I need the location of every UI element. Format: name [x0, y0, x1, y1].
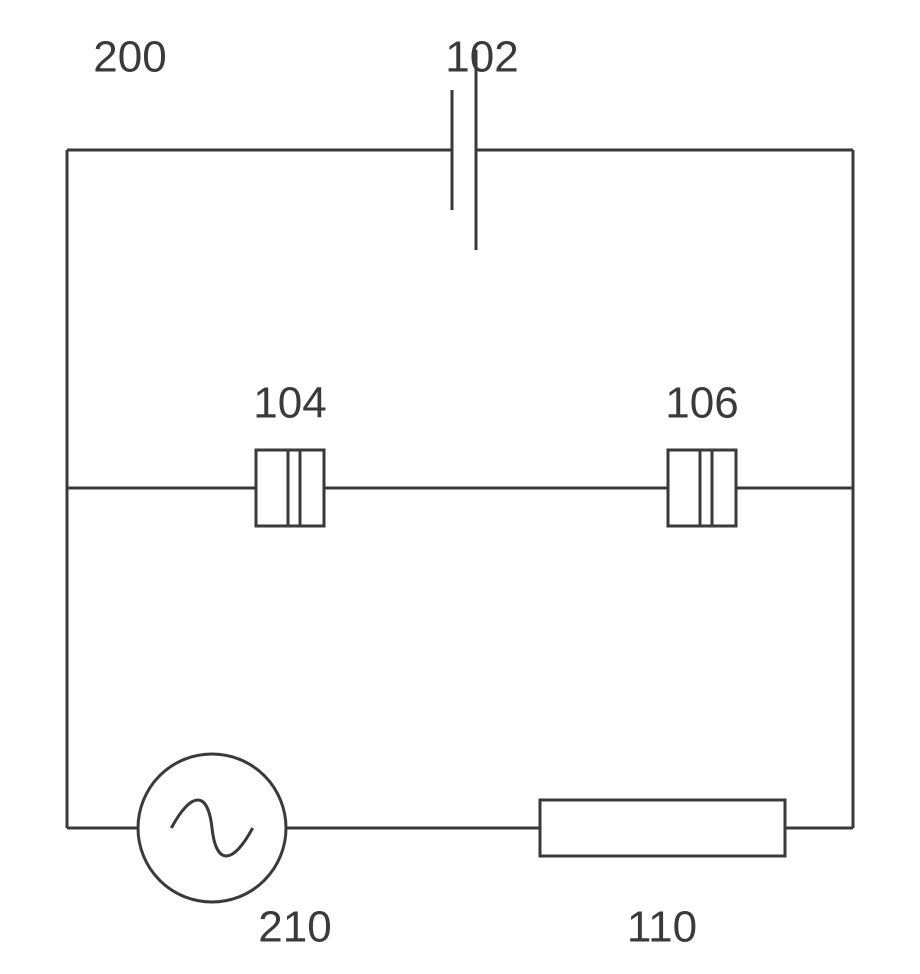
- diagram-label: 210: [258, 903, 331, 952]
- sine-icon: [171, 800, 252, 856]
- load-resistor: [540, 800, 785, 856]
- diagram-label: 102: [445, 33, 518, 82]
- diagram-label: 200: [93, 33, 166, 82]
- diagram-label: 104: [253, 379, 326, 428]
- component-104: [256, 450, 324, 526]
- component-106: [668, 450, 736, 526]
- diagram-label: 106: [665, 379, 738, 428]
- diagram-label: 110: [627, 903, 697, 952]
